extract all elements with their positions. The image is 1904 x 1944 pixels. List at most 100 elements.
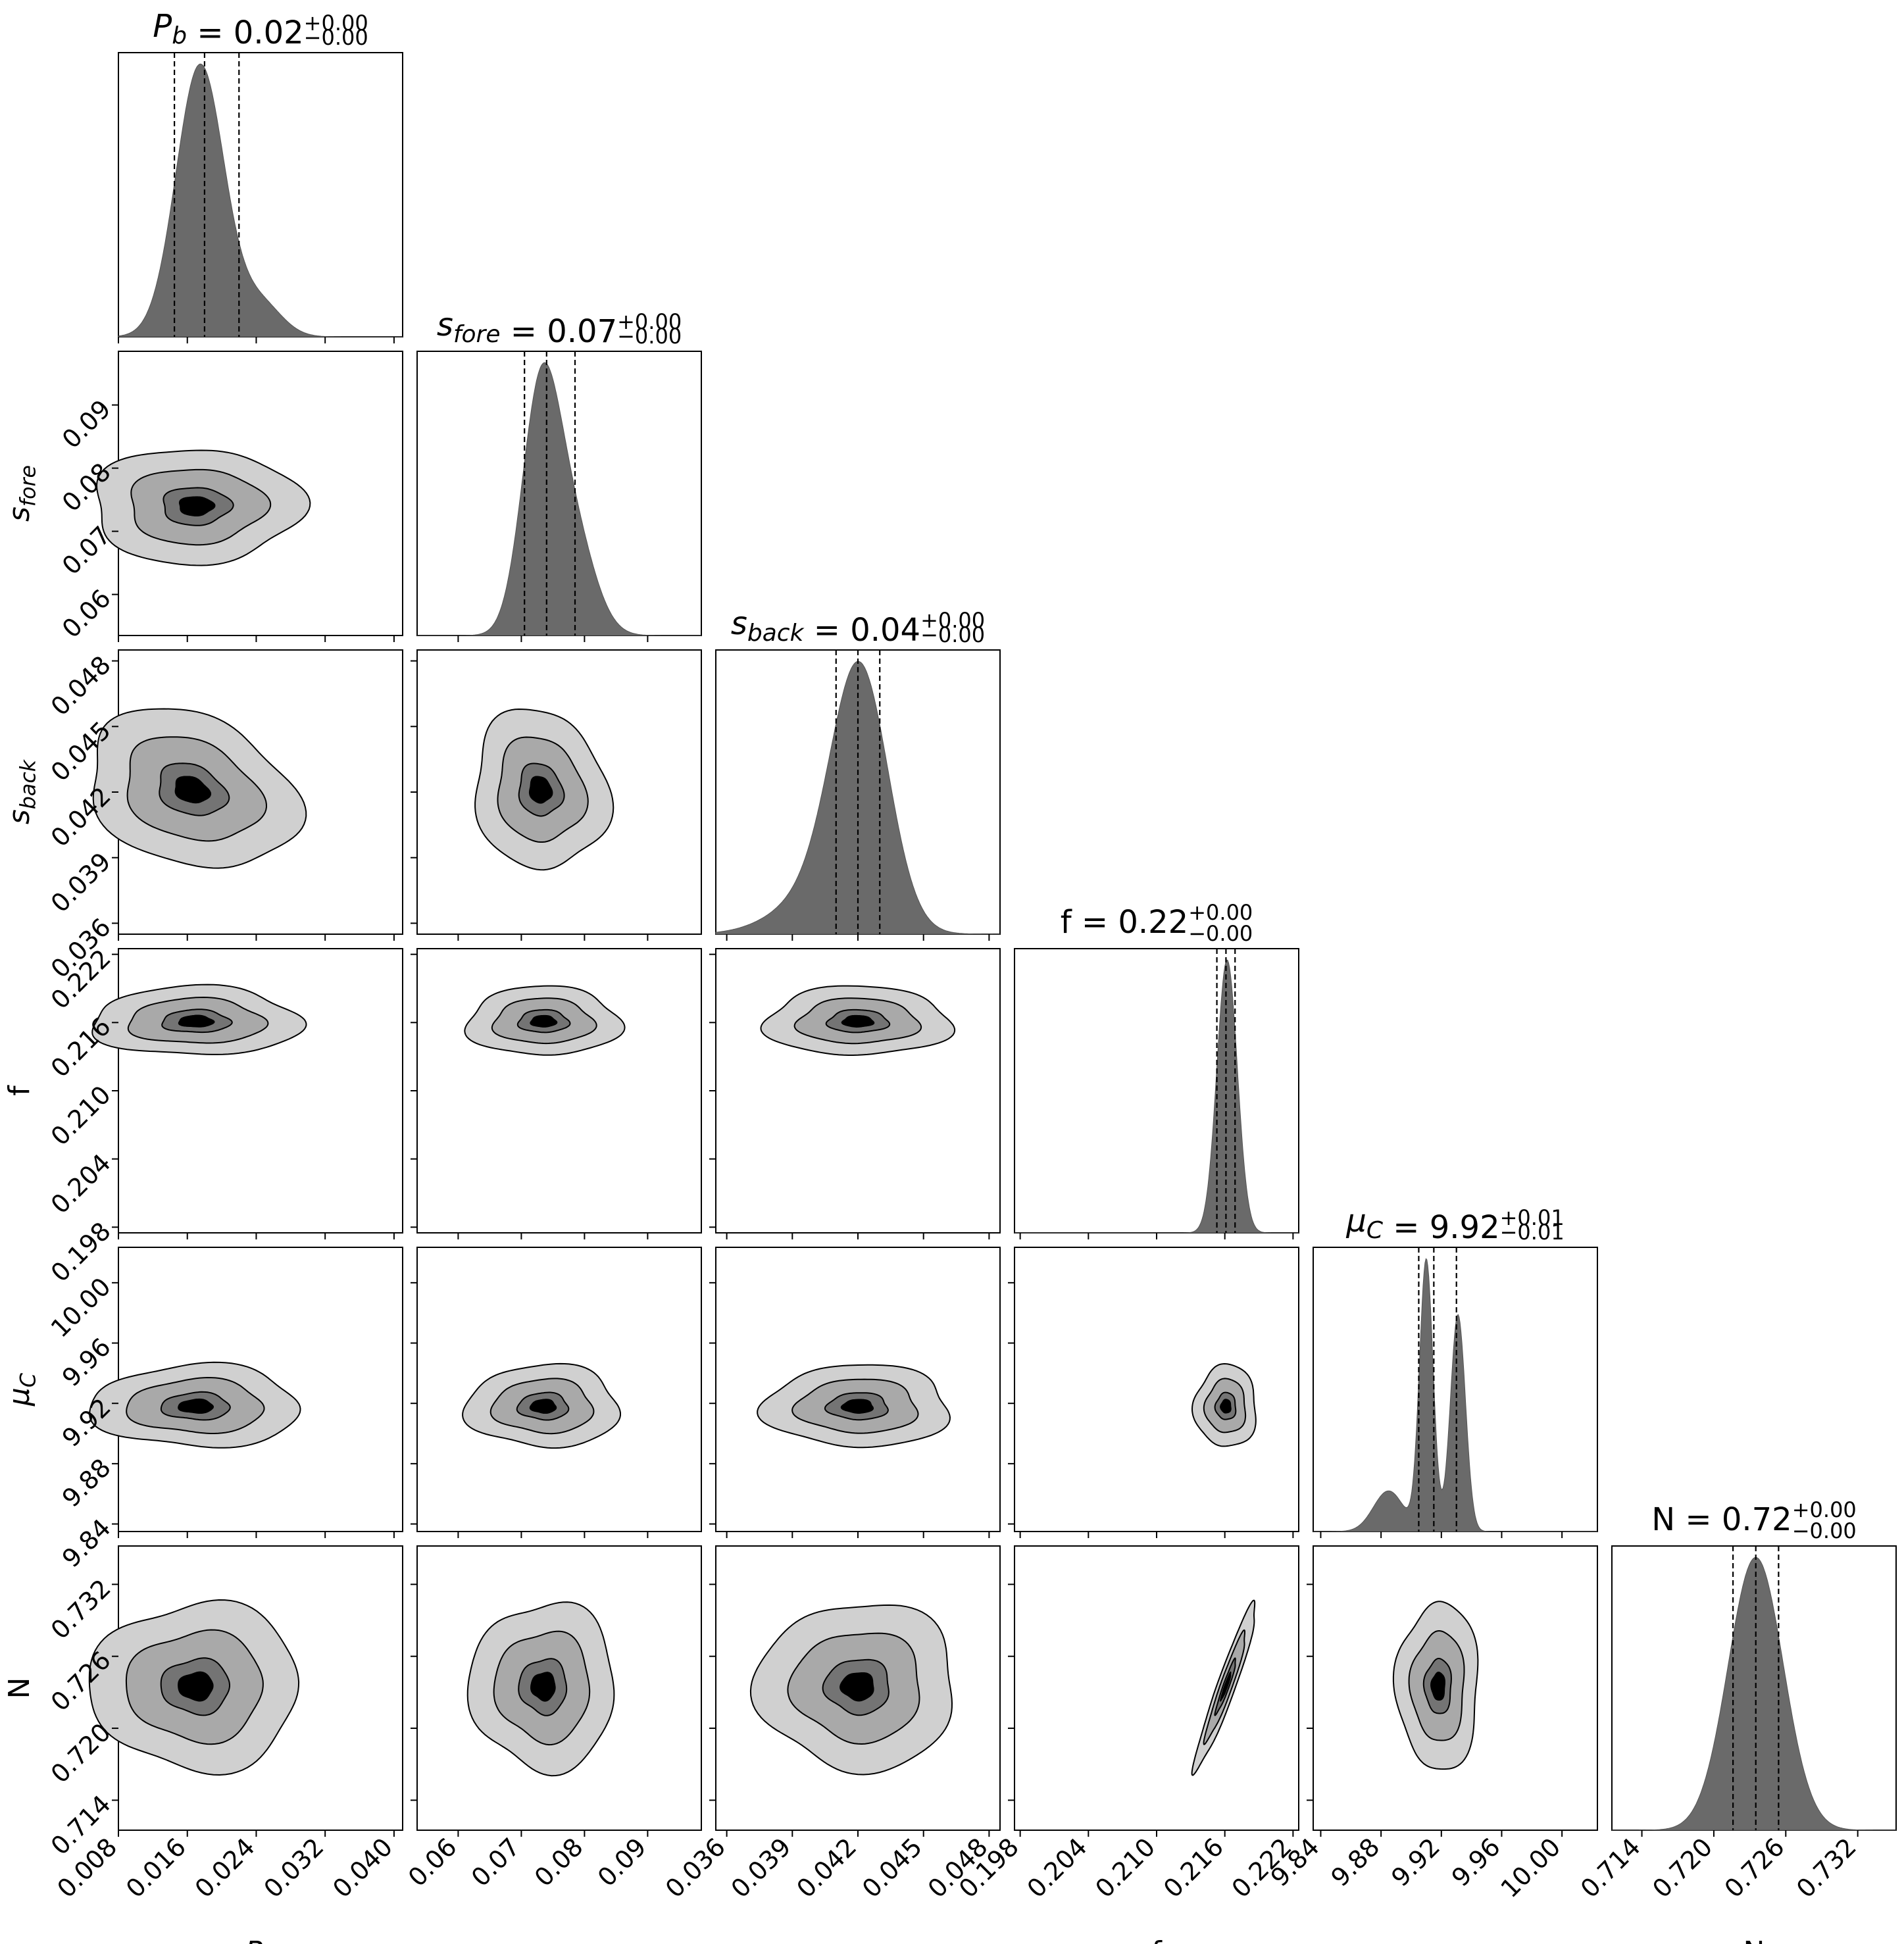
marginal-panel-sfore: sfore = 0.07+0.00−0.00 <box>416 307 702 642</box>
x-tick-label: 0.06 <box>403 1832 463 1892</box>
x-tick-label: 0.210 <box>1090 1832 1161 1903</box>
axis-label-N-x: N <box>1743 1935 1765 1944</box>
panel-title-Pb: Pb = 0.02+0.00 <box>153 8 368 51</box>
x-tick-label: 0.08 <box>529 1832 589 1892</box>
contour-core <box>528 776 553 804</box>
y-tick-label: 10.00 <box>45 1272 116 1343</box>
contour-core <box>178 496 216 516</box>
contour-core <box>178 1398 214 1414</box>
axis-label-base: s <box>531 1935 546 1944</box>
joint-panel-f-muC <box>1008 1247 1299 1538</box>
y-tick-label: 9.84 <box>57 1513 116 1573</box>
contour-core <box>1220 1399 1232 1414</box>
joint-panel-muC-N <box>1307 1545 1598 1837</box>
axis-label-base: s <box>826 1935 841 1944</box>
x-tick-label: 0.216 <box>1158 1832 1229 1903</box>
contour-core <box>840 1399 874 1414</box>
histogram-muC <box>1313 1258 1597 1532</box>
x-tick-label: 0.036 <box>660 1832 731 1903</box>
x-tick-label: 0.040 <box>327 1832 398 1903</box>
title-minus-sfore: −0.00 <box>617 324 682 349</box>
contour-core <box>529 1399 557 1414</box>
axis-label-N-y: N <box>3 1678 36 1699</box>
joint-panel-sfore-f <box>411 948 702 1239</box>
axis-label-base: μ <box>1438 1935 1457 1944</box>
joint-panel-sback-muC <box>709 1247 1001 1538</box>
axis-label-f-x: f <box>1151 1935 1163 1944</box>
axis-label-sub: back <box>17 759 41 809</box>
axis-label-sub: C <box>17 1372 41 1387</box>
joint-panel-sback-f <box>709 948 1001 1239</box>
y-tick-label: 0.732 <box>45 1574 116 1645</box>
title-symbol-sub: b <box>172 22 187 49</box>
joint-panel-sfore-sback <box>411 649 702 941</box>
axis-label-f-y: f <box>3 1085 36 1096</box>
title-symbol: P <box>153 8 172 45</box>
title-plus: +0.00 <box>617 309 682 334</box>
title-plus: +0.00 <box>1188 900 1253 925</box>
title-symbol-sub: C <box>1366 1217 1384 1244</box>
x-tick-label: 9.92 <box>1386 1832 1445 1892</box>
axis-label-muC-y: μC <box>3 1372 41 1407</box>
y-tick-label: 0.204 <box>45 1148 116 1219</box>
panel-frame <box>1014 1247 1299 1532</box>
y-tick-label: 0.09 <box>57 394 116 454</box>
panel-frame <box>1014 948 1299 1234</box>
marginal-panel-Pb: Pb = 0.02+0.00−0.00 <box>118 8 403 343</box>
x-tick-label: 0.042 <box>791 1832 862 1903</box>
title-symbol-sub: back <box>747 620 805 647</box>
y-tick-label: 0.198 <box>45 1216 116 1287</box>
title-value: = 9.92 <box>1383 1209 1500 1246</box>
axis-label-base: μ <box>3 1387 36 1407</box>
marginal-panel-muC: μC = 9.92+0.01−0.01 <box>1313 1203 1598 1538</box>
title-plus: +0.00 <box>304 11 368 36</box>
joint-panel-f-N <box>1008 1545 1299 1837</box>
y-tick-label: 0.210 <box>45 1080 116 1151</box>
title-value: = 0.72 <box>1675 1501 1792 1538</box>
y-tick-label: 0.216 <box>45 1012 116 1083</box>
x-tick-label: 0.204 <box>1022 1832 1093 1903</box>
contour-core <box>174 776 212 804</box>
axis-label-Pb-x: Pb <box>245 1935 276 1944</box>
joint-panel-sfore-N <box>411 1545 702 1837</box>
contour-core <box>839 1672 874 1702</box>
joint-panel-sback-N <box>709 1545 1001 1837</box>
histogram-N <box>1612 1557 1896 1831</box>
panel-title-muC: μC = 9.92+0.01 <box>1345 1203 1564 1246</box>
histogram-Pb <box>118 63 403 337</box>
title-minus-f: −0.00 <box>1188 921 1253 946</box>
x-tick-label: 0.714 <box>1575 1832 1646 1903</box>
y-tick-label: 0.048 <box>45 650 116 721</box>
title-symbol-sub: fore <box>453 321 501 348</box>
title-minus-muC: −0.01 <box>1500 1220 1565 1245</box>
axis-label-sfore-x: sfore <box>531 1935 588 1944</box>
joint-panel-Pb-N <box>88 1545 403 1837</box>
axis-label-base: P <box>245 1935 263 1944</box>
marginal-panel-f: f = 0.22+0.00−0.00 <box>1014 900 1299 1239</box>
title-symbol: s <box>731 605 747 642</box>
axis-label-sback-y: sback <box>3 759 41 824</box>
axis-label-sub: fore <box>17 465 41 507</box>
title-minus-Pb: −0.00 <box>304 25 368 50</box>
panel-title-sback: sback = 0.04+0.00 <box>731 605 985 649</box>
contour-core <box>530 1014 558 1028</box>
contour-core <box>530 1672 556 1702</box>
y-tick-label: 0.720 <box>45 1718 116 1789</box>
contour-core <box>841 1014 875 1028</box>
title-minus-sback: −0.00 <box>920 622 985 647</box>
joint-panel-Pb-muC <box>89 1247 403 1538</box>
joint-panel-sfore-muC <box>411 1247 702 1538</box>
title-value: = 0.02 <box>187 14 304 51</box>
title-symbol: μ <box>1345 1203 1366 1239</box>
title-plus: +0.01 <box>1500 1205 1565 1230</box>
axis-label-base: N <box>1743 1935 1765 1944</box>
x-tick-label: 0.016 <box>120 1832 191 1903</box>
joint-panel-Pb-sback <box>92 649 403 941</box>
x-tick-label: 0.039 <box>726 1832 797 1903</box>
axis-label-base: f <box>3 1085 36 1096</box>
title-plus: +0.00 <box>920 608 985 633</box>
panel-title-f: f = 0.22+0.00 <box>1061 900 1253 941</box>
title-minus-N: −0.00 <box>1792 1518 1857 1543</box>
axis-label-base: f <box>1151 1935 1163 1944</box>
